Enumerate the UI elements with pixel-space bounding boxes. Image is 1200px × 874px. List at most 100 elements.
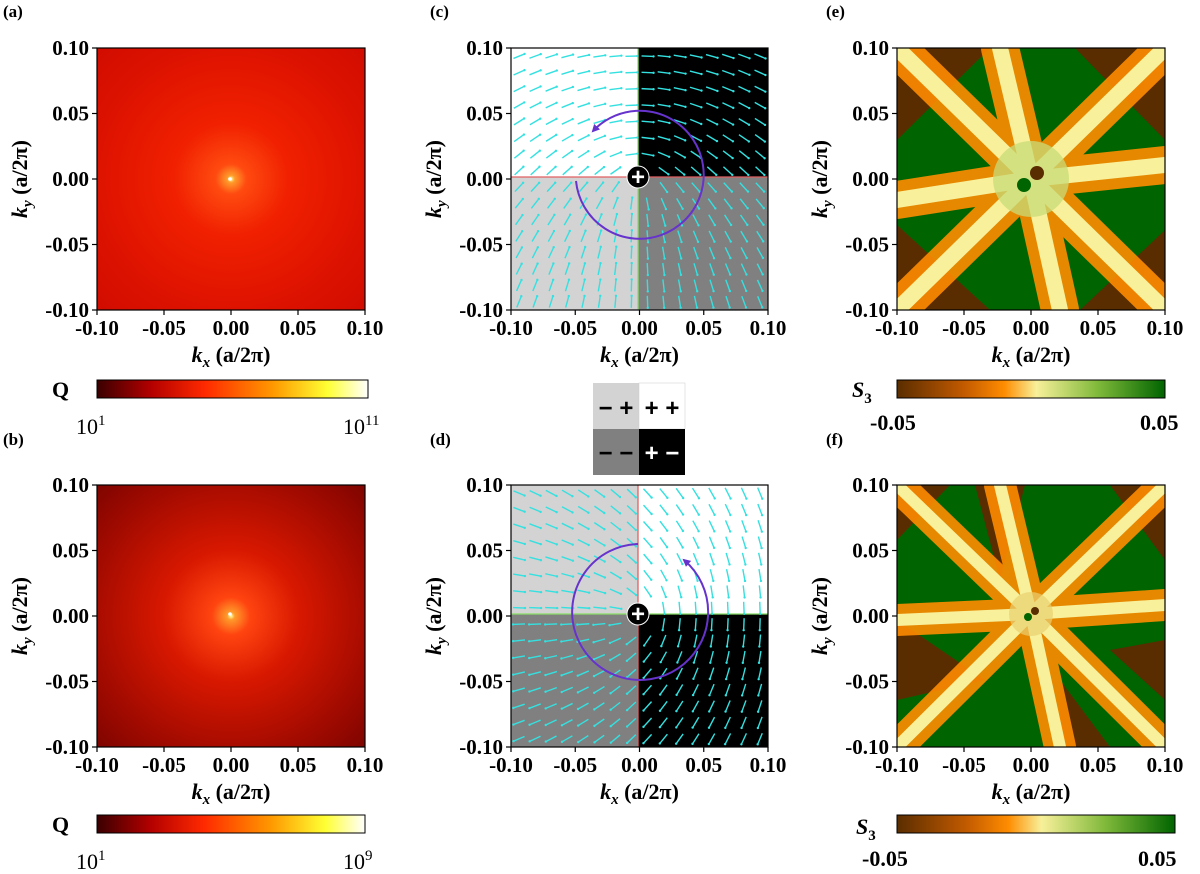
field-arrow (531, 214, 540, 226)
field-arrow-head (709, 661, 712, 664)
field-arrow-head (521, 181, 525, 185)
field-arrow-head (694, 612, 698, 615)
field-arrow (692, 214, 700, 226)
field-arrow-head (760, 546, 763, 550)
field-arrow (706, 150, 718, 159)
field-arrow-head (732, 56, 735, 60)
field-arrow (593, 572, 606, 579)
y-tick-label: -0.10 (459, 298, 503, 322)
field-arrow-head (585, 181, 589, 184)
field-arrow-head (652, 104, 655, 107)
field-arrow-head (560, 707, 564, 710)
field-arrow-head (763, 140, 767, 143)
field-arrow (691, 733, 700, 745)
field-arrow (577, 150, 589, 159)
y-tick-label: 0.00 (466, 604, 503, 628)
field-arrow-head (536, 278, 539, 282)
field-arrow (578, 166, 589, 176)
field-arrow (646, 230, 649, 243)
field-arrow (692, 230, 699, 243)
field-arrow-head (762, 223, 765, 227)
y-tick-label: 0.05 (52, 102, 89, 126)
field-arrow (642, 701, 653, 711)
field-arrow-head (716, 89, 719, 93)
field-arrow (738, 101, 750, 109)
field-arrow (545, 150, 557, 159)
field-arrow-head (744, 546, 747, 550)
axes-d: -0.10-0.10 -0.05 -0.05 0.00 0.00 0.05 0.05 0.10… (421, 473, 786, 808)
field-arrow (758, 634, 762, 647)
field-arrow (646, 213, 649, 226)
field-arrow-head (646, 290, 649, 293)
colorbar-f-max: 0.05 (1138, 846, 1177, 871)
field-arrow-head (635, 593, 638, 597)
y-tick-label: 0.10 (466, 473, 503, 497)
y-tick-label: -0.10 (45, 298, 89, 322)
field-arrow-head (652, 71, 655, 75)
field-arrow-head (620, 119, 623, 122)
field-arrow-head (593, 708, 596, 711)
x-tick-label: -0.10 (875, 316, 919, 340)
field-arrow (675, 717, 684, 728)
field-arrow (689, 54, 702, 59)
field-arrow-head (763, 173, 766, 177)
field-arrow-head (663, 257, 666, 260)
field-arrow-head (695, 596, 699, 599)
field-arrow (593, 119, 606, 125)
field-arrow (675, 504, 684, 515)
field-arrow (708, 503, 716, 516)
field-arrow-head (609, 708, 612, 711)
field-arrow (755, 214, 765, 226)
field-arrow-head (571, 511, 574, 514)
field-arrow (512, 639, 526, 642)
field-arrow-head (537, 197, 541, 201)
field-arrow-head (636, 120, 639, 123)
field-arrow-head (741, 661, 745, 665)
field-arrow (561, 623, 574, 626)
field-arrow (561, 86, 574, 92)
x-tick-label: 0.05 (685, 753, 722, 777)
field-arrow (657, 87, 670, 91)
field-arrow (675, 520, 684, 532)
field-arrow-head (650, 578, 653, 581)
field-arrow (625, 120, 638, 123)
field-arrow-head (618, 512, 622, 515)
field-arrow (709, 650, 714, 663)
field-arrow (626, 701, 637, 711)
field-arrow-head (680, 579, 684, 582)
y-axis-label: ky (a/2π) (807, 577, 836, 655)
field-arrow-head (571, 527, 574, 530)
field-arrow (641, 104, 654, 107)
field-arrow (609, 54, 622, 58)
field-arrow-head (729, 256, 732, 260)
field-arrow (646, 279, 649, 292)
field-arrow-head (585, 197, 588, 200)
field-arrow (529, 53, 541, 59)
field-arrow (692, 552, 699, 565)
field-arrow-head (649, 595, 653, 598)
field-arrow-head (708, 677, 712, 681)
field-arrow (609, 637, 622, 644)
field-arrow-head (528, 740, 531, 743)
x-tick-label: -0.05 (942, 753, 986, 777)
field-arrow-head (729, 223, 733, 227)
field-arrow-head (652, 137, 655, 140)
field-arrow (738, 118, 750, 126)
field-arrow (593, 669, 605, 677)
field-arrow (593, 538, 605, 547)
heatmap-b (97, 485, 365, 747)
field-arrow (676, 667, 684, 679)
field-arrow-head (511, 673, 515, 676)
field-arrow (662, 263, 666, 276)
field-arrow-head (745, 240, 749, 243)
field-arrow-head (634, 561, 638, 564)
field-arrow (578, 182, 588, 193)
field-arrow-head (571, 101, 574, 105)
field-arrow (757, 295, 763, 308)
field-arrow-head (652, 88, 655, 91)
y-axis-label: ky (a/2π) (7, 140, 36, 218)
field-arrow (755, 198, 765, 209)
field-arrow (657, 135, 670, 141)
field-arrow-head (713, 513, 716, 517)
field-arrow-head (748, 57, 751, 60)
